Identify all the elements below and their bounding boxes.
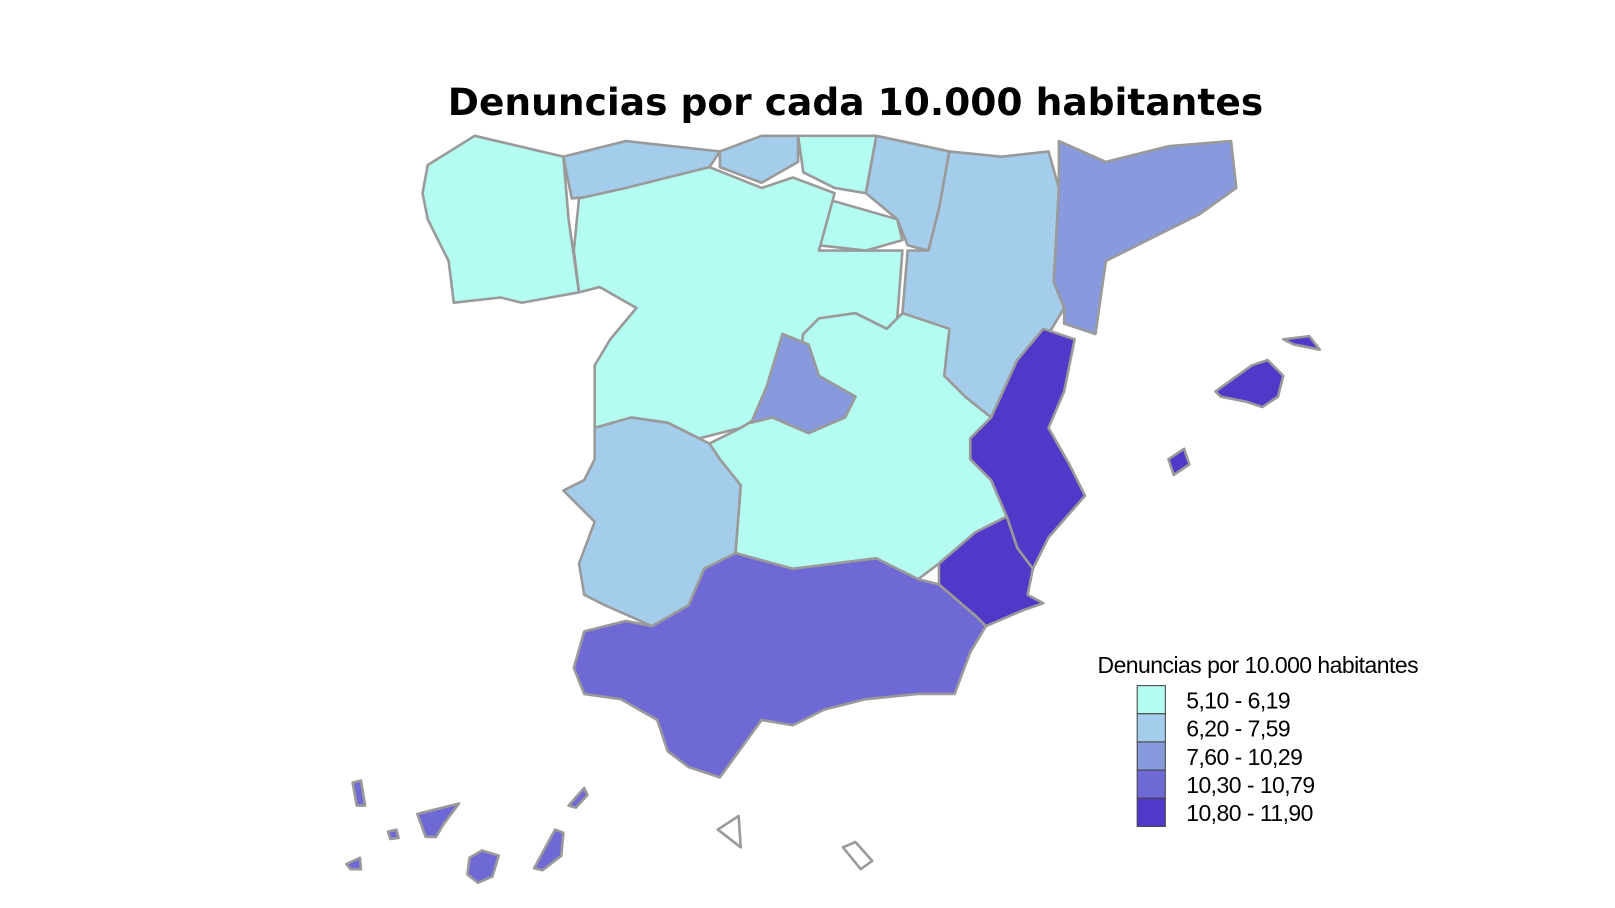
legend-label: 10,80 - 11,90	[1186, 800, 1313, 826]
region	[532, 828, 565, 872]
region	[466, 849, 500, 885]
region	[386, 828, 400, 841]
legend-label: 6,20 - 7,59	[1186, 716, 1290, 742]
legend-label: 7,60 - 10,29	[1186, 744, 1302, 770]
region	[716, 814, 743, 849]
legend: 5,10 - 6,196,20 - 7,597,60 - 10,2910,30 …	[1136, 685, 1315, 827]
region	[572, 551, 988, 779]
region	[567, 786, 589, 809]
legend-title: Denuncias por 10.000 habitantes	[1098, 652, 1419, 678]
region	[421, 134, 581, 305]
region	[1167, 447, 1191, 477]
region	[841, 840, 874, 871]
region	[1052, 139, 1238, 336]
region	[416, 802, 461, 839]
legend-swatch	[1136, 685, 1166, 715]
region	[796, 134, 878, 195]
region	[1281, 334, 1322, 351]
region	[345, 856, 363, 871]
region	[937, 515, 1045, 628]
map-title: Denuncias por cada 10.000 habitantes	[448, 80, 1263, 124]
legend-label: 5,10 - 6,19	[1186, 688, 1290, 714]
legend-swatch	[1136, 741, 1166, 771]
region	[351, 779, 367, 807]
legend-swatch	[1136, 797, 1166, 827]
legend-swatch	[1136, 713, 1166, 743]
regions	[345, 134, 1322, 885]
legend-label: 10,30 - 10,79	[1186, 772, 1314, 798]
region	[749, 332, 857, 435]
region	[718, 134, 800, 185]
region	[1214, 358, 1285, 409]
legend-swatch	[1136, 769, 1166, 799]
